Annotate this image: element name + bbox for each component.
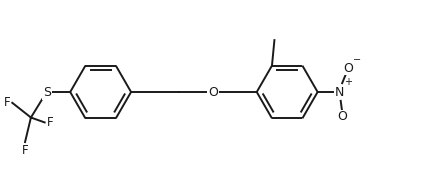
Text: N: N [335, 86, 344, 98]
Text: S: S [43, 86, 51, 98]
Text: F: F [22, 144, 29, 157]
Text: O: O [343, 62, 353, 75]
Text: F: F [4, 96, 10, 109]
Text: O: O [337, 110, 347, 123]
Text: +: + [344, 77, 352, 87]
Text: O: O [208, 86, 218, 98]
Text: F: F [47, 116, 53, 129]
Text: −: − [353, 55, 361, 65]
